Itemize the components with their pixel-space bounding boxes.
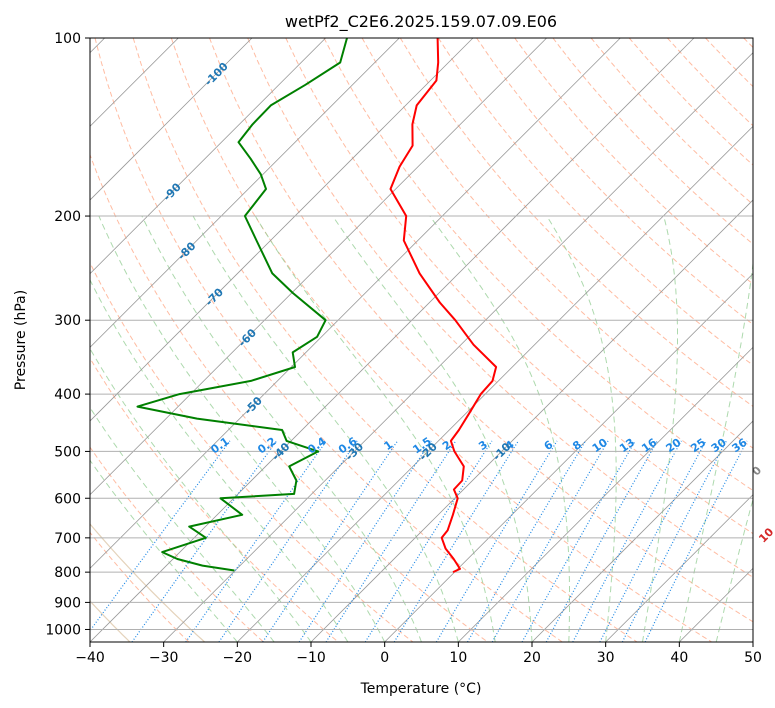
plot-area bbox=[90, 38, 753, 642]
plot-frame bbox=[89, 37, 754, 643]
x-tick-label: 40 bbox=[670, 650, 688, 666]
moist-adiabat bbox=[90, 459, 238, 642]
moist-adiabat bbox=[678, 259, 753, 642]
dry-adiabat bbox=[90, 261, 414, 642]
isotherm-line bbox=[90, 38, 326, 275]
x-tick-label: 50 bbox=[744, 650, 762, 666]
dry-adiabat bbox=[90, 446, 264, 642]
dry-adiabat bbox=[323, 38, 753, 492]
moist-adiabat bbox=[192, 215, 459, 642]
dry-adiabat bbox=[514, 38, 753, 285]
moist-adiabat bbox=[141, 215, 422, 642]
x-axis-label: Temperature (°C) bbox=[360, 681, 482, 697]
mixing-ratio-line bbox=[90, 440, 231, 632]
isotherm-line bbox=[384, 273, 753, 642]
dry-adiabat bbox=[209, 38, 753, 623]
dry-adiabat bbox=[361, 38, 753, 449]
isotherm-line bbox=[531, 420, 753, 642]
dry-adiabat bbox=[94, 38, 563, 642]
mixing-ratio-line bbox=[298, 440, 432, 642]
moist-adiabat bbox=[546, 215, 617, 642]
x-tick-label: −40 bbox=[75, 650, 105, 666]
y-axis: 100 200 300 400 500 600 700 800 900 1000 bbox=[45, 31, 90, 638]
dry-adiabat bbox=[90, 153, 488, 642]
isotherm-line bbox=[163, 52, 753, 642]
y-tick-label: 600 bbox=[54, 491, 81, 507]
isotherm-line bbox=[237, 125, 753, 642]
isotherm-line bbox=[90, 38, 621, 569]
moist-adiabat bbox=[90, 347, 312, 642]
y-tick-label: 400 bbox=[54, 387, 81, 403]
y-tick-label: 500 bbox=[54, 444, 81, 460]
y-tick-label: 900 bbox=[54, 595, 81, 611]
dry-adiabat bbox=[476, 38, 753, 326]
y-tick-label: 800 bbox=[54, 565, 81, 581]
dry-adiabat bbox=[399, 38, 753, 408]
isotherm-line bbox=[605, 494, 753, 642]
dry-adiabat bbox=[247, 38, 753, 578]
mixing-ratio-line bbox=[491, 440, 609, 642]
moist-adiabat bbox=[90, 406, 275, 642]
isotherm-line bbox=[90, 38, 695, 642]
dry-adiabat bbox=[437, 38, 753, 366]
y-tick-label: 300 bbox=[54, 313, 81, 329]
moist-adiabat bbox=[642, 215, 678, 642]
isotherm-line bbox=[90, 38, 400, 348]
y-axis-label: Pressure (hPa) bbox=[13, 290, 29, 390]
chart-title: wetPf2_C2E6.2025.159.07.09.E06 bbox=[285, 12, 557, 32]
theta-e-line bbox=[90, 523, 206, 642]
y-tick-label: 1000 bbox=[45, 622, 81, 638]
isotherm-line bbox=[752, 641, 753, 642]
x-tick-label: 0 bbox=[380, 650, 389, 666]
mixing-ratio-line bbox=[131, 440, 278, 642]
wet-bulb-label: 10 bbox=[756, 525, 775, 545]
moist-adiabat bbox=[332, 215, 533, 642]
mixing-ratio-line bbox=[599, 440, 707, 642]
y-tick-label: 200 bbox=[54, 209, 81, 225]
dry-adiabat bbox=[170, 38, 712, 642]
moist-adiabat bbox=[90, 278, 349, 642]
dry-adiabat bbox=[90, 357, 339, 642]
dewpoint-profile-line bbox=[136, 38, 348, 572]
moist-adiabat bbox=[98, 215, 386, 642]
dry-adiabat bbox=[285, 38, 753, 535]
y-tick-label: 100 bbox=[54, 31, 81, 47]
mixing-ratio-line bbox=[435, 440, 558, 642]
x-tick-label: −10 bbox=[296, 650, 326, 666]
mixing-ratio-line bbox=[572, 440, 682, 642]
mixing-ratio-line bbox=[466, 440, 587, 642]
dry-adiabat bbox=[132, 38, 638, 642]
background-lines bbox=[90, 38, 753, 642]
isotherm-line bbox=[90, 38, 474, 422]
isotherm-line bbox=[90, 38, 253, 201]
temperature-profile-line bbox=[389, 38, 498, 574]
profile-lines bbox=[136, 38, 498, 574]
mixing-ratio-line bbox=[521, 440, 636, 642]
mixing-ratio-line bbox=[621, 440, 727, 642]
isotherm-line bbox=[458, 346, 753, 642]
mixing-ratio-line bbox=[545, 440, 658, 642]
mixing-ratio-line bbox=[644, 440, 748, 642]
mixing-ratio-line bbox=[325, 440, 457, 642]
x-tick-label: −20 bbox=[223, 650, 253, 666]
x-tick-label: 20 bbox=[523, 650, 541, 666]
isotherm-line bbox=[90, 38, 547, 496]
dry-adiabat bbox=[90, 531, 190, 642]
x-tick-label: −30 bbox=[149, 650, 179, 666]
pressure-grid bbox=[90, 38, 753, 630]
isotherm-line bbox=[310, 199, 753, 642]
x-tick-label: 30 bbox=[597, 650, 615, 666]
x-axis: −40 −30 −20 −10 0 10 20 30 40 50 bbox=[75, 642, 762, 666]
moist-adiabat bbox=[429, 215, 570, 642]
y-tick-label: 700 bbox=[54, 531, 81, 547]
x-tick-label: 10 bbox=[449, 650, 467, 666]
